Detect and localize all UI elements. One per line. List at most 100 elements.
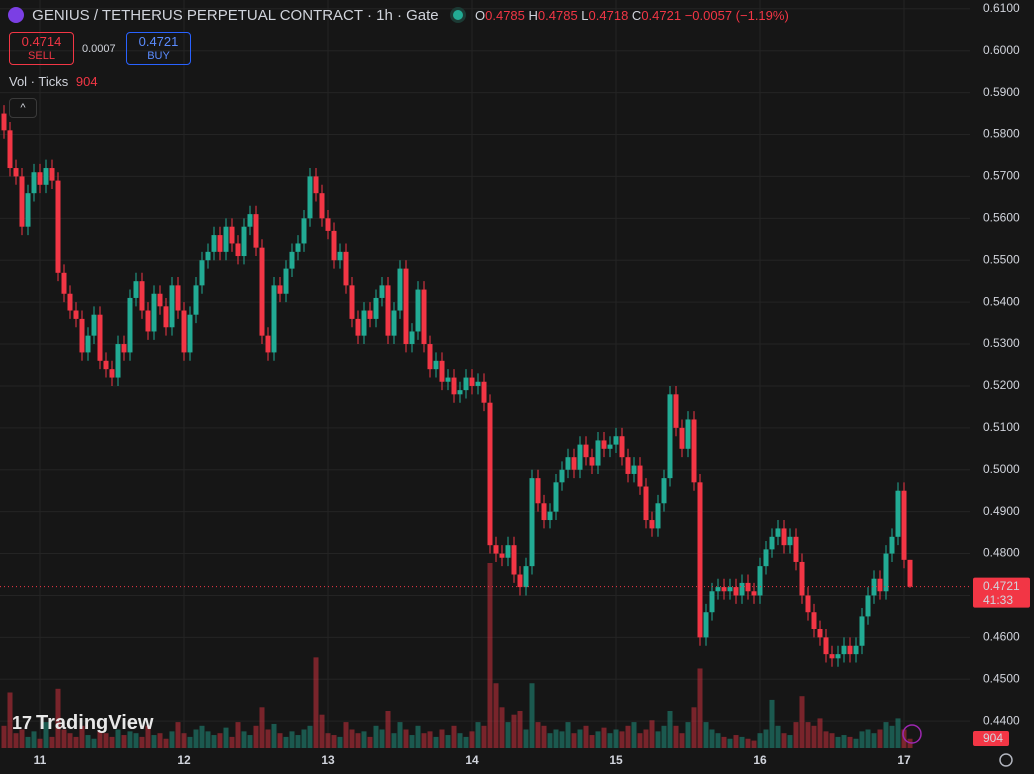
volume-bar	[241, 731, 247, 748]
candle-body	[301, 218, 307, 244]
collapse-button[interactable]: ^	[9, 98, 37, 118]
volume-bar	[727, 738, 733, 748]
candle-body	[331, 230, 337, 261]
candle-body	[181, 310, 187, 353]
volume-bar	[793, 722, 799, 748]
candle-body	[19, 176, 25, 227]
candle-body	[481, 381, 487, 403]
candle-body	[871, 578, 877, 596]
sell-label: SELL	[28, 50, 55, 62]
volume-bar	[277, 733, 283, 748]
y-tick-label: 0.4600	[983, 630, 1020, 644]
volume-bar	[157, 733, 163, 748]
candle-body	[205, 251, 211, 261]
candle-body	[847, 645, 853, 655]
volume-bar	[487, 563, 493, 748]
candle-body	[85, 335, 91, 353]
volume-bar	[577, 729, 583, 748]
candle-body	[349, 285, 355, 319]
y-tick-label: 0.5400	[983, 294, 1020, 308]
volume-legend: Vol · Ticks 904	[9, 74, 98, 89]
candle-body	[901, 490, 907, 560]
candle-body	[289, 251, 295, 269]
volume-bar	[73, 736, 79, 748]
candle-body	[55, 180, 61, 273]
buy-label: BUY	[147, 50, 170, 62]
volume-bar	[133, 733, 139, 748]
volume-bar	[601, 727, 607, 748]
candle-body	[361, 310, 367, 336]
open-label: O	[475, 8, 486, 23]
candle-body	[475, 381, 481, 386]
candle-body	[259, 247, 265, 336]
volume-bar	[121, 735, 127, 748]
volume-bar	[889, 725, 895, 748]
candle-body	[43, 168, 49, 185]
buy-button[interactable]: 0.4721 BUY	[126, 32, 191, 65]
volume-bar	[289, 731, 295, 748]
volume-bar	[265, 729, 271, 748]
y-tick-label: 0.6000	[983, 43, 1020, 57]
volume-bar	[703, 722, 709, 748]
volume-bar	[403, 729, 409, 748]
volume-bar	[739, 736, 745, 748]
candle-body	[25, 193, 31, 227]
volume-bar	[271, 723, 277, 748]
candle-body	[121, 344, 127, 353]
candle-body	[421, 289, 427, 345]
candle-body	[877, 578, 883, 592]
volume-tag-label: 904	[983, 731, 1003, 745]
volume-bar	[463, 736, 469, 748]
candle-body	[763, 549, 769, 567]
candle-body	[517, 574, 523, 588]
candle-body	[133, 281, 139, 298]
candle-body	[529, 478, 535, 567]
volume-bar	[7, 692, 13, 748]
y-tick-label: 0.5000	[983, 462, 1020, 476]
candle-body	[469, 377, 475, 386]
close-value: 0.4721	[641, 8, 682, 23]
volume-bar	[655, 731, 661, 748]
y-tick-label: 0.5900	[983, 85, 1020, 99]
candle-body	[853, 645, 859, 655]
volume-bar	[589, 735, 595, 748]
candle-body	[49, 168, 55, 181]
y-tick-label: 0.5200	[983, 378, 1020, 392]
volume-bar	[871, 733, 877, 748]
candle-body	[115, 344, 121, 378]
candle-body	[103, 360, 109, 370]
volume-bar	[643, 729, 649, 748]
candle-body	[73, 310, 79, 319]
market-status[interactable]	[452, 10, 463, 20]
volume-bar	[535, 722, 541, 748]
sell-button[interactable]: 0.4714 SELL	[9, 32, 74, 65]
settings-icon	[999, 753, 1013, 767]
candle-body	[367, 310, 373, 319]
candle-body	[595, 440, 601, 466]
volume-bar	[331, 735, 337, 748]
candle-body	[391, 310, 397, 336]
volume-bar	[127, 731, 133, 748]
candle-body	[91, 314, 97, 336]
volume-bar	[757, 733, 763, 748]
volume-bar	[649, 720, 655, 748]
volume-bar	[301, 729, 307, 748]
candle-body	[859, 616, 865, 646]
volume-bar	[517, 711, 523, 748]
volume-bar	[175, 722, 181, 748]
volume-bar	[637, 733, 643, 748]
volume-bar	[607, 733, 613, 748]
volume-bar	[163, 738, 169, 748]
volume-bar	[721, 736, 727, 748]
candle-body	[649, 520, 655, 529]
sell-price: 0.4714	[21, 34, 62, 49]
volume-bar	[211, 735, 217, 748]
volume-bar	[439, 729, 445, 748]
candle-body	[235, 243, 241, 257]
symbol-title[interactable]: GENIUS / TETHERUS PERPETUAL CONTRACT · 1…	[32, 7, 439, 24]
volume-bar	[49, 736, 55, 748]
volume-bar	[67, 733, 73, 748]
volume-bar	[235, 722, 241, 748]
candle-body	[739, 582, 745, 596]
candle-body	[307, 176, 313, 219]
